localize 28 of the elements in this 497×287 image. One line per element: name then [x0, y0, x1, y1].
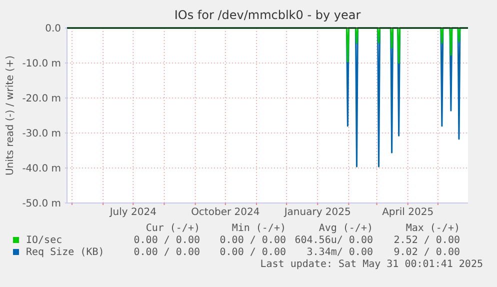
chart-title: IOs for /dev/mmcblk0 - by year	[174, 8, 361, 22]
y-tick-label: -10.0 m	[22, 58, 61, 70]
text: 0.00 / 0.00	[220, 247, 286, 258]
text: Avg (-/+)	[318, 223, 373, 234]
y-tick-label: -20.0 m	[22, 94, 61, 104]
text: Max (-/+)	[406, 223, 460, 234]
x-tick-label: October 2024	[191, 207, 260, 218]
y-tick-label: 0.0	[45, 24, 61, 34]
text: Min (-/+)	[232, 223, 286, 234]
legend-label: IO/sec	[26, 235, 62, 246]
text: 0.00 / 0.00	[134, 235, 200, 246]
text: Last update: Sat May 31 00:01:41 2025	[260, 259, 483, 270]
text: 2.52 / 0.00	[394, 235, 460, 246]
y-tick-label: -40.0 m	[22, 164, 61, 174]
text: 604.56u/ 0.00	[294, 235, 373, 246]
legend-label: Req Size (KB)	[26, 247, 104, 258]
x-tick-label: July 2024	[108, 207, 156, 218]
x-tick-label: January 2025	[283, 207, 351, 218]
x-tick-label: April 2025	[382, 207, 434, 218]
text: 9.02 / 0.00	[394, 247, 460, 258]
y-tick-label: -50.0 m	[22, 198, 61, 210]
text: 0.00 / 0.00	[134, 247, 200, 258]
text: 0.00 / 0.00	[220, 235, 286, 246]
line-series	[66, 27, 469, 64]
text: 3.34m/ 0.00	[306, 247, 373, 258]
text: Cur (-/+)	[146, 223, 200, 234]
y-axis-title: Units read (-) / write (+)	[5, 55, 16, 176]
y-tick-label: -30.0 m	[22, 128, 61, 140]
